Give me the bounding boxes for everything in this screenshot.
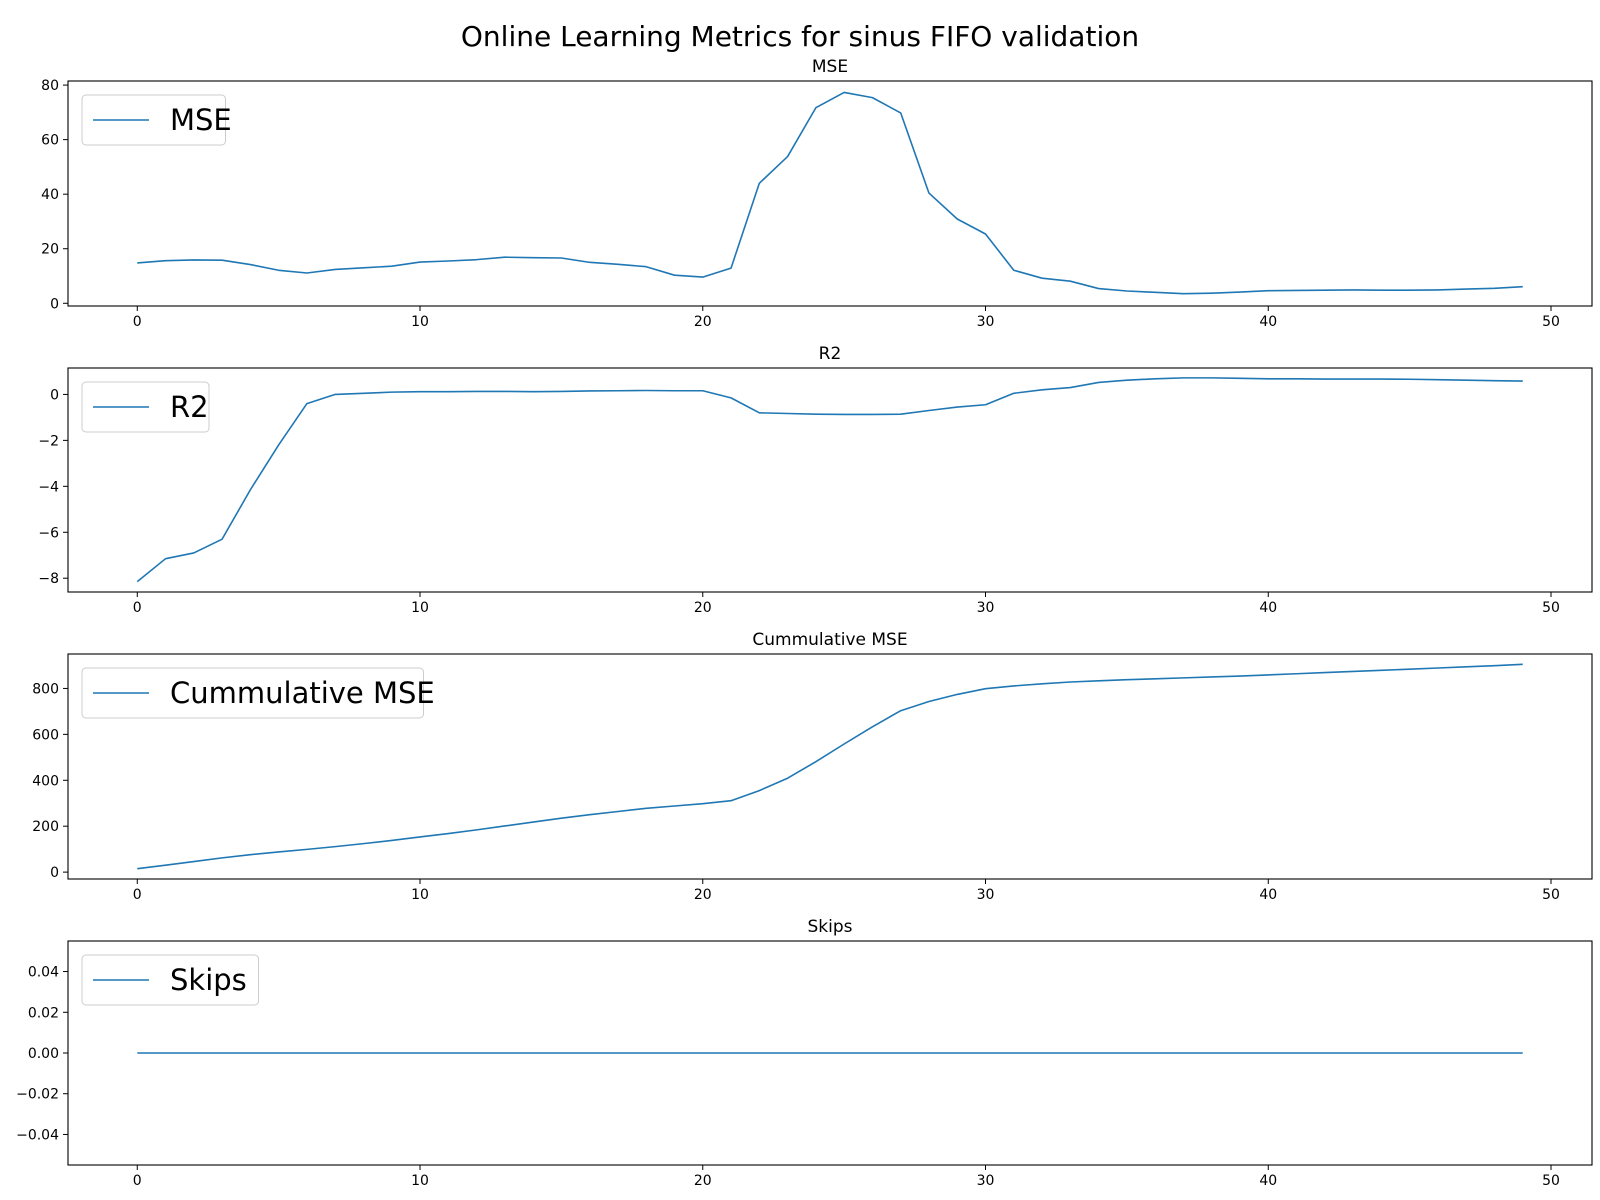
legend: MSE [81,94,232,146]
x-tick-label: 40 [1259,600,1277,616]
y-tick-label: 0.02 [28,1005,59,1021]
legend-box [81,94,226,146]
panel-title: R2 [819,344,842,364]
x-tick-label: 40 [1259,314,1277,330]
x-tick-label: 10 [411,1173,429,1189]
figure-title: Online Learning Metrics for sinus FIFO v… [461,20,1139,53]
x-tick-label: 30 [977,600,995,616]
chart-panel-2: R2 0 10 20 30 40 50 0 −2 −4 −6 −8 R2 [38,344,1593,616]
y-tick-label: 0.00 [28,1046,59,1062]
panel-title: Skips [807,917,852,937]
x-tick-label: 30 [977,887,995,903]
legend-label: R2 [170,390,209,424]
y-tick-label: −2 [38,433,59,449]
x-tick-label: 20 [694,1173,712,1189]
y-tick-label: 400 [32,773,59,789]
x-tick-label: 30 [977,1173,995,1189]
x-tick-label: 0 [133,600,142,616]
x-tick-label: 10 [411,314,429,330]
x-tick-label: 30 [977,314,995,330]
x-tick-label: 50 [1542,887,1560,903]
legend-box [81,954,259,1006]
chart-panel-4: Skips 0 10 20 30 40 50 0.04 0.02 0.00 −0.02 −0.04 Sk… [16,917,1593,1189]
x-tick-label: 0 [133,1173,142,1189]
x-tick-label: 50 [1542,314,1560,330]
legend: R2 [81,381,210,433]
y-tick-label: 60 [41,133,59,149]
y-tick-label: 40 [41,187,59,203]
series-line-cummulative-mse [137,663,1523,870]
y-tick-label: −0.04 [16,1127,59,1143]
legend-box [81,667,424,719]
y-tick-label: 0 [50,865,59,881]
x-tick-label: 20 [694,600,712,616]
axes-frame [67,80,1593,307]
y-tick-label: −6 [38,525,59,541]
y-tick-label: 0 [50,387,59,403]
x-tick-label: 0 [133,887,142,903]
legend: Skips [81,954,259,1006]
x-tick-label: 50 [1542,600,1560,616]
x-tick-label: 40 [1259,1173,1277,1189]
y-tick-label: −0.02 [16,1087,59,1103]
x-tick-label: 20 [694,314,712,330]
y-tick-label: 200 [32,819,59,835]
chart-panels: MSE 0 10 20 30 40 50 0 20 40 60 80 MSE R2 0 10 20 30 40 50 0… [16,57,1593,1189]
x-tick-label: 40 [1259,887,1277,903]
y-tick-label: −8 [38,571,59,587]
x-tick-label: 0 [133,314,142,330]
legend-label: MSE [170,103,232,137]
legend-label: Cummulative MSE [170,676,435,710]
legend-label: Skips [170,963,247,997]
legend: Cummulative MSE [81,667,435,719]
y-tick-label: −4 [38,479,59,495]
x-tick-label: 50 [1542,1173,1560,1189]
y-tick-label: 20 [41,242,59,258]
x-tick-label: 20 [694,887,712,903]
axes-frame [67,367,1593,593]
panel-title: Cummulative MSE [752,630,907,650]
chart-panel-3: Cummulative MSE 0 10 20 30 40 50 0 200 400 600 800 C… [32,630,1593,903]
chart-panel-1: MSE 0 10 20 30 40 50 0 20 40 60 80 MSE [41,57,1593,330]
panel-title: MSE [812,57,848,77]
y-tick-label: 0 [50,296,59,312]
y-tick-label: 600 [32,727,59,743]
series-line-r2 [136,377,1523,583]
series-line-mse [137,91,1523,295]
x-tick-label: 10 [411,600,429,616]
y-tick-label: 80 [41,78,59,94]
y-tick-label: 800 [32,681,59,697]
y-tick-label: 0.04 [28,965,59,981]
axes-frame [67,653,1593,880]
x-tick-label: 10 [411,887,429,903]
